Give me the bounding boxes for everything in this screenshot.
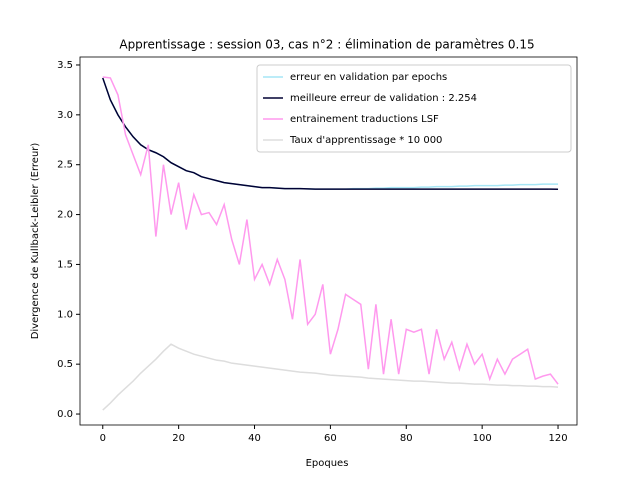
x-tick-label: 40 (248, 433, 261, 444)
x-tick-label: 120 (548, 433, 567, 444)
y-tick-label: 0.0 (57, 409, 73, 420)
series-line (102, 343, 559, 411)
x-tick-label: 80 (400, 433, 413, 444)
y-tick-label: 2.0 (57, 210, 73, 221)
x-tick-label: 20 (172, 433, 185, 444)
y-tick-label: 0.5 (57, 359, 73, 370)
legend-label: erreur en validation par epochs (290, 72, 447, 83)
chart-title: Apprentissage : session 03, cas n°2 : él… (119, 38, 534, 52)
y-tick-label: 2.5 (57, 160, 73, 171)
y-axis-label: Divergence de Kullback-Leibler (Erreur) (30, 143, 41, 340)
axes-frame (79, 56, 578, 426)
legend-label: Taux d'apprentissage * 10 000 (289, 135, 442, 146)
x-tick-label: 100 (473, 433, 492, 444)
series-line (102, 76, 559, 385)
x-tick-label: 0 (100, 433, 106, 444)
y-tick-label: 3.0 (57, 110, 73, 121)
legend-box (256, 64, 572, 153)
y-tick-label: 3.5 (57, 60, 73, 71)
legend-label: entrainement traductions LSF (290, 114, 439, 125)
x-axis-label: Epoques (306, 458, 349, 469)
y-tick-label: 1.5 (57, 259, 73, 270)
y-tick-label: 1.0 (57, 309, 73, 320)
x-tick-label: 60 (324, 433, 337, 444)
series-line (102, 77, 559, 190)
legend-label: meilleure erreur de validation : 2.254 (290, 93, 477, 104)
